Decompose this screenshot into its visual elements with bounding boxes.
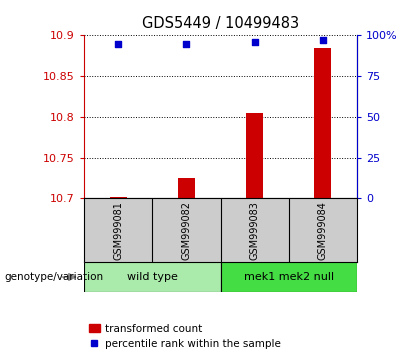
Bar (178, 178, 195, 198)
Text: GSM999082: GSM999082 (181, 201, 192, 259)
Text: GSM999083: GSM999083 (249, 201, 260, 259)
Text: GSM999081: GSM999081 (113, 201, 123, 259)
Text: mek1 mek2 null: mek1 mek2 null (244, 272, 334, 282)
Point (251, 39, 258, 45)
Bar (314, 48, 331, 198)
Bar (246, 113, 263, 198)
Point (115, 41, 121, 46)
Bar (84, 262, 220, 292)
Title: GDS5449 / 10499483: GDS5449 / 10499483 (142, 16, 299, 32)
Text: genotype/variation: genotype/variation (4, 272, 103, 282)
Text: wild type: wild type (127, 272, 178, 282)
Legend: transformed count, percentile rank within the sample: transformed count, percentile rank withi… (89, 324, 281, 349)
Bar (220, 262, 357, 292)
Point (183, 41, 190, 46)
Text: GSM999084: GSM999084 (318, 201, 328, 259)
Bar (110, 196, 127, 198)
Point (320, 38, 326, 43)
